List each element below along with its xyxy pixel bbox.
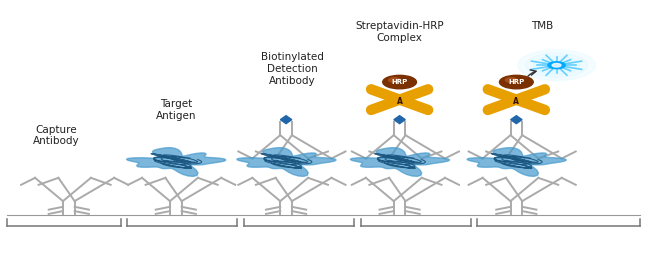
- Circle shape: [533, 56, 580, 75]
- Polygon shape: [350, 148, 450, 176]
- Text: A: A: [514, 97, 519, 106]
- Text: Biotinylated
Detection
Antibody: Biotinylated Detection Antibody: [261, 53, 324, 86]
- Text: Target
Antigen: Target Antigen: [155, 99, 196, 121]
- Circle shape: [383, 75, 417, 89]
- Polygon shape: [511, 116, 522, 124]
- Text: A: A: [396, 97, 402, 106]
- Circle shape: [548, 62, 566, 69]
- Polygon shape: [126, 148, 226, 176]
- Text: TMB: TMB: [530, 21, 553, 31]
- Circle shape: [552, 63, 561, 67]
- Circle shape: [526, 53, 588, 77]
- Text: Capture
Antibody: Capture Antibody: [32, 125, 79, 146]
- Text: Streptavidin-HRP
Complex: Streptavidin-HRP Complex: [356, 21, 444, 43]
- Polygon shape: [467, 148, 567, 176]
- Circle shape: [499, 75, 533, 89]
- Text: HRP: HRP: [391, 79, 408, 85]
- Text: HRP: HRP: [508, 79, 525, 85]
- Polygon shape: [237, 148, 336, 176]
- Circle shape: [506, 78, 517, 82]
- Polygon shape: [394, 116, 406, 124]
- Polygon shape: [280, 116, 292, 124]
- Circle shape: [389, 78, 400, 82]
- Circle shape: [518, 50, 595, 81]
